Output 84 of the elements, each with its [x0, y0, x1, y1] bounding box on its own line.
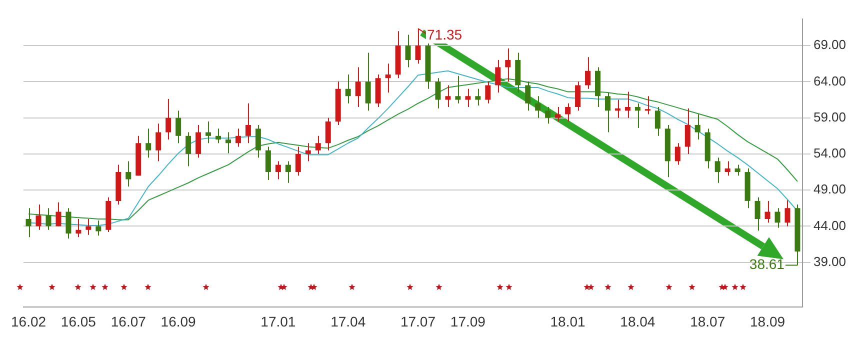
candlestick — [265, 146, 271, 180]
y-tick-label: 39.00 — [813, 254, 846, 269]
candlestick — [36, 204, 42, 230]
candlestick — [196, 124, 202, 158]
candlestick — [714, 157, 720, 184]
candlestick — [325, 117, 331, 151]
candlestick — [684, 108, 690, 154]
candlestick — [724, 160, 730, 176]
y-tick-label: 44.00 — [813, 218, 846, 233]
candlestick — [614, 99, 620, 118]
candlestick — [345, 74, 351, 104]
candlestick — [226, 132, 231, 154]
candlestick — [365, 52, 371, 112]
candlestick — [156, 123, 162, 162]
candlestick — [624, 91, 630, 118]
candlestick — [495, 60, 501, 94]
candlestick — [56, 202, 62, 227]
candlestick — [555, 106, 561, 122]
candlestick — [445, 84, 451, 108]
candlestick — [435, 78, 441, 109]
x-tick-label: 16.02 — [10, 313, 46, 330]
candlestick — [585, 56, 591, 90]
annotation: 71.35 — [426, 26, 462, 42]
candlestick — [634, 102, 640, 128]
candlestick — [525, 81, 531, 112]
candlestick — [26, 208, 32, 238]
candlestick — [465, 88, 471, 108]
candlestick — [575, 81, 581, 112]
candlestick — [475, 88, 481, 106]
x-tick-label: 16.05 — [60, 313, 96, 330]
candlestick — [166, 98, 172, 140]
x-tick-label: 17.07 — [400, 313, 436, 330]
y-tick-label: 54.00 — [813, 146, 846, 161]
candlestick — [784, 200, 790, 227]
x-tick-label: 17.09 — [450, 313, 486, 330]
candlestick — [535, 96, 541, 118]
candlestick — [734, 164, 740, 176]
candlestick — [545, 106, 551, 124]
candlestick — [315, 135, 321, 154]
candlestick — [604, 92, 610, 133]
x-tick-label: 16.07 — [110, 313, 146, 330]
candlestick — [235, 128, 241, 148]
candlestick — [694, 114, 700, 140]
candlestick — [455, 75, 461, 104]
candlestick — [86, 218, 92, 236]
x-tick-label: 17.04 — [330, 313, 366, 330]
annotation: 38.61 — [749, 256, 785, 272]
candlestick — [176, 110, 182, 144]
candlestick — [305, 142, 311, 162]
candlestick — [96, 220, 102, 236]
candlestick — [405, 34, 411, 68]
y-tick-label: 64.00 — [813, 73, 846, 88]
candlestick — [46, 208, 52, 230]
candlestick — [255, 124, 261, 158]
x-tick-label: 18.07 — [690, 313, 726, 330]
y-tick-label: 59.00 — [813, 109, 846, 124]
candlestick — [245, 102, 251, 144]
candlestick — [674, 142, 680, 166]
y-tick-label: 49.00 — [813, 182, 846, 197]
candlestick — [485, 81, 491, 104]
x-tick-label: 18.04 — [620, 313, 656, 330]
candlestick — [385, 63, 391, 94]
x-tick-label: 16.09 — [160, 313, 196, 330]
x-tick-label: 18.01 — [550, 313, 586, 330]
candlestick — [126, 160, 132, 187]
candlestick — [186, 132, 192, 167]
candlestick — [206, 120, 212, 144]
candlestick — [505, 48, 511, 82]
candlestick — [76, 218, 82, 238]
x-tick-label: 18.09 — [750, 313, 786, 330]
candlestick — [764, 200, 770, 224]
candlestick — [66, 208, 72, 240]
candlestick — [295, 146, 301, 176]
candlestick — [355, 66, 361, 108]
candlestick — [216, 128, 222, 144]
candlestick — [275, 160, 281, 180]
x-tick-label: 17.01 — [260, 313, 296, 330]
candlestick — [285, 160, 291, 184]
candlestick — [565, 102, 571, 122]
y-tick-label: 69.00 — [813, 37, 846, 52]
candlestick — [654, 106, 660, 136]
candlestick — [146, 128, 152, 158]
candlestick — [644, 96, 650, 115]
candlestick — [754, 196, 760, 232]
